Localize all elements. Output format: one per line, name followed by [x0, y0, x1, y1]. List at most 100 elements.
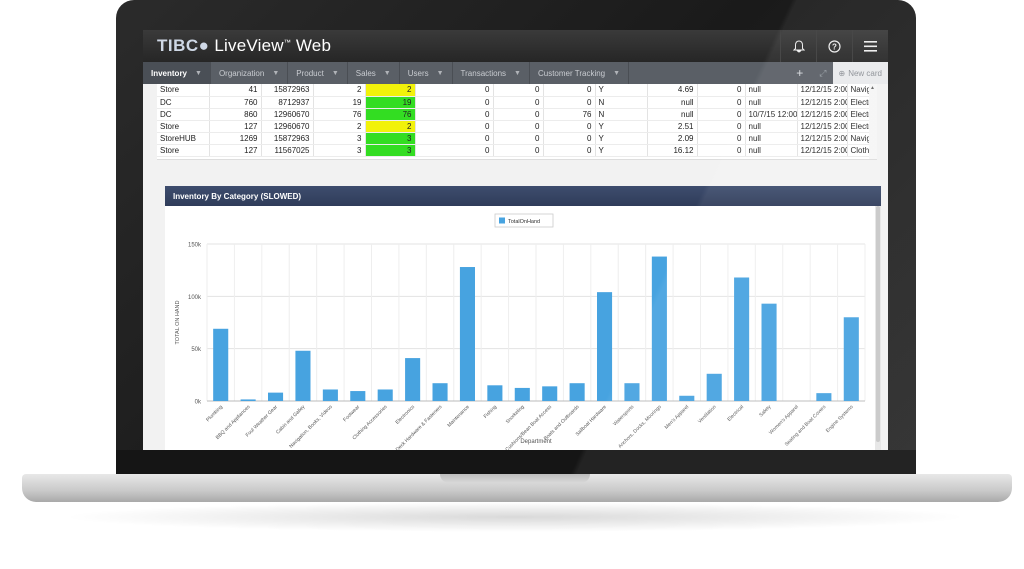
bar [295, 350, 311, 401]
bar [679, 395, 695, 401]
add-tab-button[interactable]: + [796, 66, 804, 80]
bar [816, 393, 832, 401]
table-cell: 0 [493, 108, 544, 121]
table-cell: 0 [697, 108, 746, 121]
expand-icon[interactable]: ⤢ [819, 67, 827, 78]
tab-customer-tracking[interactable]: Customer Tracking ▼ [530, 62, 630, 84]
new-card-button[interactable]: ⊕ New card [832, 62, 888, 84]
table-cell: 860 [209, 108, 262, 121]
table-cell: 0 [415, 84, 494, 97]
table-scrollbar[interactable] [869, 84, 877, 159]
table-cell: 0 [493, 120, 544, 133]
x-tick-label: Maintenance [446, 404, 471, 429]
chart-scrollbar[interactable] [875, 206, 881, 450]
x-tick-label: Ventilation [697, 404, 718, 425]
laptop-shadow [60, 502, 970, 532]
menu-icon[interactable] [852, 30, 888, 62]
table-cell: StoreHUB [157, 132, 210, 145]
table-cell: null [745, 120, 798, 133]
table-cell: 12/12/15 2:00 [797, 96, 848, 109]
x-tick-label: Electronics [395, 404, 417, 426]
brand-prefix: TIBC [157, 36, 199, 55]
bar [843, 317, 859, 401]
table-cell: 16.12 [647, 144, 698, 157]
app-screen: TIBC● LiveView™ Web ? Inventory ▼ Organiz… [143, 30, 888, 450]
bell-icon[interactable] [780, 30, 816, 62]
table-cell: 0 [415, 132, 494, 145]
tab-inventory[interactable]: Inventory ▼ [143, 62, 211, 84]
help-icon[interactable]: ? [816, 30, 852, 62]
table-cell: 10/7/15 12:00 [745, 108, 798, 121]
table-cell: Y [595, 132, 648, 145]
table-cell: 15872963 [261, 84, 314, 97]
table-cell: 12/12/15 2:00 [797, 108, 848, 121]
table-cell: 76 [543, 108, 596, 121]
legend-swatch [499, 217, 505, 224]
chevron-down-icon: ▼ [331, 69, 339, 77]
bar [432, 383, 448, 401]
chevron-down-icon: ▼ [383, 69, 391, 77]
table-cell: 0 [543, 132, 596, 145]
table-cell: 12/12/15 2:00 [797, 84, 848, 97]
brand-tm: ™ [283, 39, 291, 47]
table-cell: 0 [493, 144, 544, 157]
chevron-down-icon: ▼ [436, 69, 444, 77]
table-cell: 0 [415, 108, 494, 121]
bar [624, 383, 640, 401]
bar [240, 399, 256, 401]
table-row[interactable]: Store 41 15872963 2 2 0 0 0 Y 4.69 0 null 12/12/15 2… [157, 84, 877, 97]
table-row[interactable]: Store 127 12960670 2 2 0 0 0 Y 2.51 0 null 12/12/15 … [157, 120, 877, 133]
table-cell: null [745, 96, 798, 109]
x-tick-label: Safety [758, 404, 773, 419]
table-cell: 0 [493, 84, 544, 97]
bar [734, 277, 750, 401]
table-cell: 0 [543, 144, 596, 157]
table-cell: 2.09 [647, 132, 698, 145]
bar [706, 373, 722, 401]
table-cell: 19 [313, 96, 366, 109]
table-cell: 0 [697, 120, 746, 133]
table-cell: 3 [365, 132, 416, 145]
table-cell: Store [157, 144, 210, 157]
y-tick-label: 100k [188, 295, 202, 301]
table-row[interactable]: StoreHUB 1269 15872963 3 3 0 0 0 Y 2.09 0 null 12/12… [157, 132, 877, 145]
table-cell: 12/12/15 2:00 [797, 120, 848, 133]
tab-users[interactable]: Users ▼ [400, 62, 453, 84]
chevron-down-icon: ▼ [195, 69, 202, 77]
table-cell: 2 [365, 84, 416, 97]
table-cell: DC [157, 108, 210, 121]
table-row[interactable]: Store 127 11567025 3 3 0 0 0 Y 16.12 0 null 12/12/15… [157, 144, 877, 157]
x-tick-label: Deck Hardware & Fasteners [395, 404, 444, 450]
bar [322, 389, 338, 401]
table-cell: 12960670 [261, 108, 314, 121]
inventory-table: Store 41 15872963 2 2 0 0 0 Y 4.69 0 null 12/12/15 2… [157, 84, 877, 160]
bar [377, 389, 393, 401]
table-cell: 1269 [209, 132, 262, 145]
table-cell: N [595, 108, 648, 121]
tab-organization[interactable]: Organization ▼ [211, 62, 289, 84]
app-header: TIBC● LiveView™ Web ? [143, 30, 888, 62]
tab-sales[interactable]: Sales ▼ [348, 62, 400, 84]
table-cell: Y [595, 120, 648, 133]
table-cell: 8712937 [261, 96, 314, 109]
table-cell: Y [595, 84, 648, 97]
table-cell: 4.69 [647, 84, 698, 97]
tab-product[interactable]: Product ▼ [288, 62, 348, 84]
bar [597, 292, 613, 401]
y-tick-label: 0k [195, 400, 202, 406]
table-cell: 0 [697, 132, 746, 145]
app-logo: TIBC● LiveView™ Web [143, 36, 331, 56]
table-cell: DC [157, 96, 210, 109]
table-cell: 127 [209, 120, 262, 133]
table-cell: 127 [209, 144, 262, 157]
x-tick-label: Plumbing [205, 404, 224, 423]
table-cell: 2 [365, 120, 416, 133]
x-tick-label: Fishing [483, 404, 499, 420]
bar [487, 385, 503, 401]
x-tick-label: Engine Systems [825, 404, 855, 434]
table-cell: 0 [697, 96, 746, 109]
tab-transactions[interactable]: Transactions ▼ [453, 62, 530, 84]
